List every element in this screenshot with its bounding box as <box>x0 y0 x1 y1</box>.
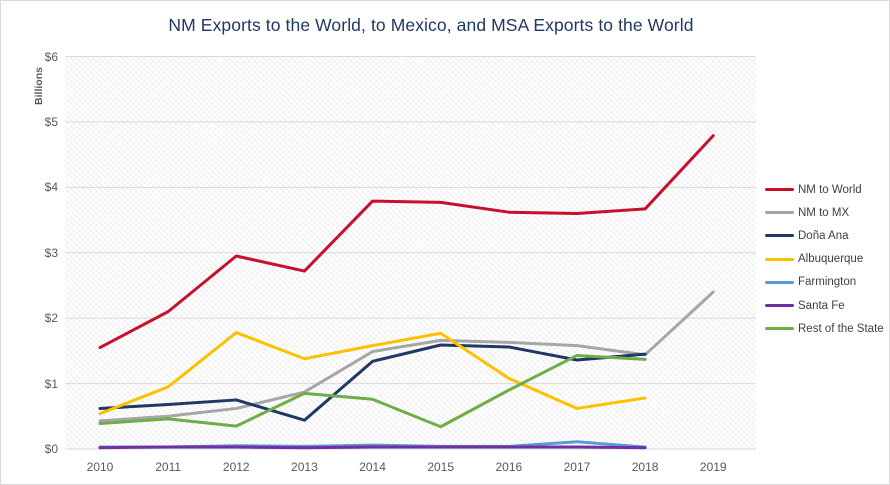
chart-title: NM Exports to the World, to Mexico, and … <box>168 15 694 35</box>
legend-label: Albuquerque <box>798 253 864 266</box>
legend-item-albuquerque: Albuquerque <box>765 248 884 271</box>
legend-label: Rest of the State <box>798 322 884 335</box>
legend-swatch <box>765 234 794 238</box>
series-line-nm-to-world <box>98 134 715 350</box>
legend-swatch <box>765 280 794 284</box>
y-tick-label: $5 <box>44 114 58 129</box>
legend-item-nm-to-mx: NM to MX <box>765 201 884 224</box>
legend-label: Santa Fe <box>798 299 845 312</box>
y-tick-label: $3 <box>44 245 58 260</box>
x-tick-label: 2016 <box>495 460 523 474</box>
legend-swatch <box>765 327 794 331</box>
legend-item-do-a-ana: Doña Ana <box>765 224 884 247</box>
x-tick-label: 2015 <box>427 460 455 474</box>
series-line-santa-fe <box>98 445 647 450</box>
x-tick-label: 2013 <box>291 460 318 474</box>
x-tick-label: 2017 <box>563 460 591 474</box>
y-tick-label: $4 <box>44 180 58 195</box>
legend-swatch <box>765 211 794 215</box>
x-tick-label: 2012 <box>222 460 250 474</box>
x-tick-label: 2019 <box>699 460 727 474</box>
y-tick-label: $2 <box>44 311 58 326</box>
legend-label: NM to MX <box>798 206 850 219</box>
legend-swatch <box>765 304 794 308</box>
legend-label: NM to World <box>798 183 862 196</box>
legend-label: Farmington <box>798 276 857 289</box>
x-tick-label: 2011 <box>155 460 182 474</box>
chart-legend: NM to World NM to MX Doña Ana Albuquerque Fa… <box>765 178 884 340</box>
legend-item-santa-fe: Santa Fe <box>765 294 884 317</box>
series-line-do-a-ana <box>98 343 647 422</box>
legend-item-rest-of-the-state: Rest of the State <box>765 317 884 340</box>
y-tick-label: $1 <box>44 376 58 391</box>
legend-swatch <box>765 188 794 192</box>
x-tick-label: 2010 <box>86 460 114 474</box>
x-tick-label: 2014 <box>359 460 386 474</box>
legend-item-farmington: Farmington <box>765 271 884 294</box>
y-tick-label: $0 <box>44 442 58 456</box>
x-tick-label: 2018 <box>631 460 659 474</box>
series-line-nm-to-mx <box>98 290 715 423</box>
legend-swatch <box>765 257 794 261</box>
y-tick-label: $6 <box>44 49 58 64</box>
legend-label: Doña Ana <box>798 229 849 242</box>
series-line-rest-of-the-state <box>98 353 647 429</box>
series-line-albuquerque <box>98 331 647 416</box>
legend-item-nm-to-world: NM to World <box>765 178 884 201</box>
